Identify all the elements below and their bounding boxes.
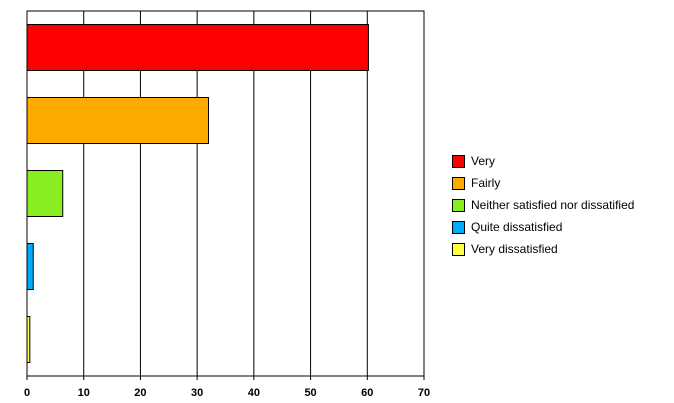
legend-item-very: Very (452, 150, 634, 172)
x-tick-label: 20 (134, 387, 146, 399)
x-tick-label: 50 (304, 387, 316, 399)
x-tick-label: 30 (191, 387, 203, 399)
bar-2 (26, 170, 64, 217)
legend-label: Quite dissatisfied (471, 220, 563, 234)
bar-3 (26, 243, 34, 290)
legend-label: Very dissatisfied (471, 242, 558, 256)
legend-item-fairly: Fairly (452, 172, 634, 194)
legend-label: Fairly (471, 176, 501, 190)
legend-item-very-dissatisfied: Very dissatisfied (452, 238, 634, 260)
x-tick-label: 40 (248, 387, 260, 399)
grid-lines (83, 11, 368, 376)
x-axis: 0 10 20 30 40 50 60 70 (24, 376, 430, 399)
legend-item-neither: Neither satisfied nor dissatified (452, 194, 634, 216)
x-tick-label: 10 (78, 387, 90, 399)
legend-label: Very (471, 154, 496, 168)
x-tick-label: 70 (418, 387, 430, 399)
legend-swatch (452, 176, 465, 190)
legend-label: Neither satisfied nor dissatified (471, 198, 635, 212)
x-tick-label: 0 (24, 387, 30, 399)
x-tick-label: 60 (361, 387, 373, 399)
bar-0 (26, 24, 369, 71)
bars (26, 24, 369, 363)
legend-swatch (452, 198, 465, 212)
legend: Very Fairly Neither satisfied nor dissat… (452, 150, 634, 260)
plot-frame (26, 10, 425, 377)
legend-item-quite-dissatisfied: Quite dissatisfied (452, 216, 634, 238)
legend-swatch (452, 220, 465, 234)
legend-swatch (452, 242, 465, 256)
legend-swatch (452, 154, 465, 168)
bar-1 (26, 97, 209, 144)
